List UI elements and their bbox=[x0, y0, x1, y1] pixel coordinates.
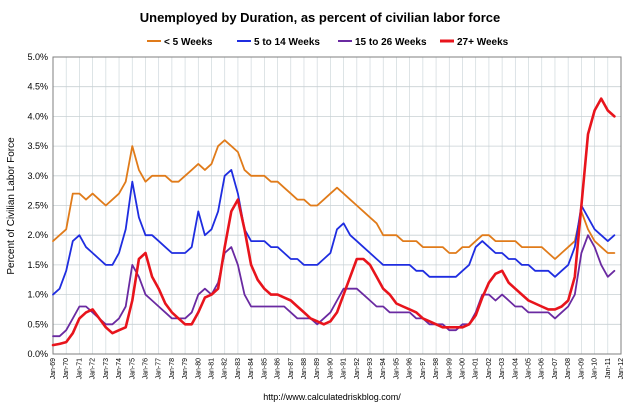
x-tick-label: Jan-11 bbox=[605, 358, 612, 379]
x-tick-label: Jan-75 bbox=[129, 358, 136, 380]
x-tick-label: Jan-03 bbox=[499, 358, 506, 380]
y-tick-label: 4.0% bbox=[27, 111, 48, 121]
y-tick-label: 0.5% bbox=[27, 319, 48, 329]
x-tick-label: Jan-94 bbox=[380, 358, 387, 380]
x-tick-label: Jan-10 bbox=[592, 358, 599, 380]
x-tick-label: Jan-74 bbox=[116, 358, 123, 380]
chart-title: Unemployed by Duration, as percent of ci… bbox=[140, 10, 500, 25]
x-tick-label: Jan-73 bbox=[103, 358, 110, 380]
x-tick-label: Jan-87 bbox=[288, 358, 295, 380]
x-tick-label: Jan-97 bbox=[420, 358, 427, 380]
series-group bbox=[51, 97, 616, 347]
x-tick-label: Jan-99 bbox=[446, 358, 453, 380]
x-tick-label: Jan-76 bbox=[142, 358, 149, 380]
x-tick-label: Jan-83 bbox=[235, 358, 242, 380]
x-axis-ticks: Jan-69 Jan-70 Jan-71 Jan-72 Jan-73 Jan-74 Jan-… bbox=[50, 358, 625, 380]
y-tick-label: 1.0% bbox=[27, 290, 48, 300]
x-tick-label: Jan-01 bbox=[473, 358, 480, 380]
x-tick-label: Jan-69 bbox=[50, 358, 57, 380]
series-line-2 bbox=[52, 169, 616, 296]
legend-label-3: 15 to 26 Weeks bbox=[355, 37, 427, 48]
x-tick-label: Jan-77 bbox=[156, 358, 163, 380]
x-tick-label: Jan-80 bbox=[195, 358, 202, 380]
y-tick-label: 3.5% bbox=[27, 141, 48, 151]
x-tick-label: Jan-96 bbox=[407, 358, 414, 380]
plot-area-border bbox=[52, 56, 622, 355]
x-tick-label: Jan-09 bbox=[578, 358, 585, 380]
x-tick-label: Jan-71 bbox=[76, 358, 83, 380]
x-tick-label: Jan-05 bbox=[526, 358, 533, 380]
y-tick-label: 0.0% bbox=[27, 349, 48, 359]
legend-label-2: 5 to 14 Weeks bbox=[254, 37, 320, 48]
x-tick-label: Jan-91 bbox=[341, 358, 348, 380]
x-tick-label: Jan-90 bbox=[327, 358, 334, 380]
x-tick-label: Jan-70 bbox=[63, 358, 70, 380]
y-tick-label: 2.5% bbox=[27, 201, 48, 211]
x-tick-label: Jan-89 bbox=[314, 358, 321, 380]
series-line-3 bbox=[52, 234, 616, 338]
legend-label-1: < 5 Weeks bbox=[164, 37, 213, 48]
x-tick-label: Jan-79 bbox=[182, 358, 189, 380]
legend-label-4: 27+ Weeks bbox=[457, 37, 509, 48]
grid bbox=[52, 56, 622, 355]
x-tick-label: Jan-78 bbox=[169, 358, 176, 380]
y-axis-ticks: 0.0% 0.5% 1.0% 1.5% 2.0% 2.5% 3.0% 3.5% 4.0% 4.5%… bbox=[27, 52, 48, 359]
legend: < 5 Weeks 5 to 14 Weeks 15 to 26 Weeks 27+ … bbox=[147, 37, 509, 48]
x-tick-label: Jan-98 bbox=[433, 358, 440, 380]
x-tick-label: Jan-93 bbox=[367, 358, 374, 380]
x-tick-label: Jan-88 bbox=[301, 358, 308, 380]
x-tick-label: Jan-84 bbox=[248, 358, 255, 380]
series-line-4 bbox=[51, 97, 616, 347]
x-tick-label: Jan-86 bbox=[275, 358, 282, 380]
y-tick-label: 3.0% bbox=[27, 171, 48, 181]
x-tick-label: Jan-81 bbox=[209, 358, 216, 380]
x-tick-label: Jan-07 bbox=[552, 358, 559, 380]
y-tick-label: 5.0% bbox=[27, 52, 48, 62]
x-tick-label: Jan-00 bbox=[459, 358, 466, 380]
y-tick-label: 1.5% bbox=[27, 260, 48, 270]
x-tick-label: Jan-04 bbox=[512, 358, 519, 380]
y-tick-label: 4.5% bbox=[27, 82, 48, 92]
y-tick-label: 2.0% bbox=[27, 230, 48, 240]
x-tick-label: Jan-92 bbox=[354, 358, 361, 380]
x-tick-label: Jan-95 bbox=[393, 358, 400, 380]
x-tick-label: Jan-02 bbox=[486, 358, 493, 380]
x-tick-label: Jan-72 bbox=[90, 358, 97, 380]
x-tick-label: Jan-82 bbox=[222, 358, 229, 380]
x-tick-label: Jan-08 bbox=[565, 358, 572, 380]
x-tick-label: Jan-85 bbox=[261, 358, 268, 380]
x-tick-label: Jan-06 bbox=[539, 358, 546, 380]
x-tick-label: Jan-12 bbox=[618, 358, 625, 380]
series-line-1 bbox=[52, 139, 616, 260]
y-axis-label: Percent of Civilian Labor Force bbox=[6, 137, 17, 275]
source-url: http://www.calculatedriskblog.com/ bbox=[263, 392, 401, 402]
